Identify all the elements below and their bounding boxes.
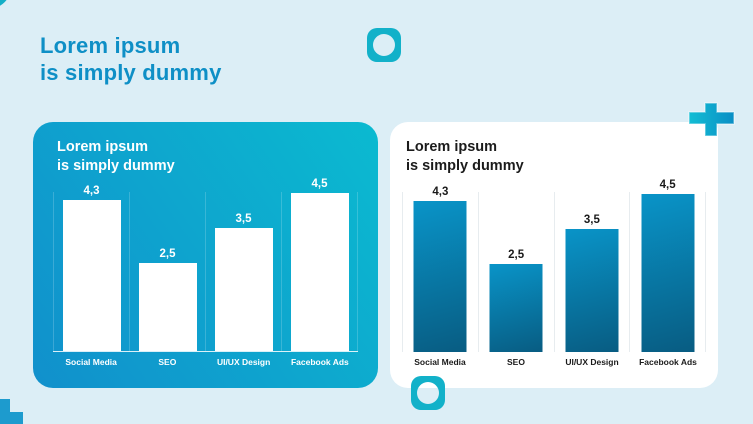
chart-title: Lorem ipsum is simply dummy	[406, 139, 524, 175]
bar	[62, 200, 121, 351]
chart-cell: 2,5	[477, 192, 554, 352]
category-label: UI/UX Design	[565, 357, 619, 367]
bar	[641, 194, 695, 352]
category-label: Facebook Ads	[290, 357, 349, 367]
plus-icon	[0, 399, 23, 424]
bar-value-label: 2,5	[508, 249, 525, 261]
category-label: SEO	[158, 357, 177, 367]
category-label: UI/UX Design	[216, 357, 271, 367]
chart-card-white: Lorem ipsum is simply dummy 4,3 2,5 3,5 4,5…	[390, 122, 718, 388]
bar-value-label: 4,3	[83, 185, 100, 197]
bar	[138, 263, 197, 351]
plot-area: 4,3 2,5 3,5 4,5	[402, 179, 706, 352]
bar	[489, 264, 543, 352]
bar-value-label: 2,5	[159, 248, 176, 260]
bar-value-label: 3,5	[583, 214, 600, 226]
category-label: Social Media	[414, 357, 466, 367]
chart-card-teal: Lorem ipsum is simply dummy 4,3 2,5 3,5 4,5…	[33, 122, 378, 388]
bar-value-label: 4,5	[659, 179, 676, 191]
page-title: Lorem ipsum is simply dummy	[40, 33, 222, 85]
plot-area: 4,3 2,5 3,5 4,5	[53, 178, 358, 352]
bar-chart: 4,3 2,5 3,5 4,5 Social Media SEO UI/UX Design…	[53, 178, 358, 367]
category-axis: Social Media SEO UI/UX Design Facebook Ads	[402, 357, 706, 367]
rounded-square-ring-icon	[367, 28, 401, 62]
bar-value-label: 4,3	[432, 186, 449, 198]
plus-icon	[688, 102, 735, 137]
chart-cell: 4,3	[53, 185, 129, 351]
chart-cell: 4,3	[402, 186, 478, 352]
chart-cell: 2,5	[129, 192, 205, 351]
chart-cell: 4,5	[629, 179, 706, 352]
category-label: Facebook Ads	[639, 357, 697, 367]
bar	[290, 193, 349, 351]
rounded-square-ring-icon	[411, 376, 445, 410]
chart-cell: 3,5	[553, 192, 630, 352]
category-axis: Social Media SEO UI/UX Design Facebook Ads	[53, 357, 358, 367]
bar	[214, 228, 273, 351]
corner-ring-icon	[0, 0, 10, 8]
category-label: SEO	[507, 357, 525, 367]
chart-title: Lorem ipsum is simply dummy	[57, 139, 175, 175]
bar-value-label: 4,5	[311, 178, 328, 190]
category-label: Social Media	[65, 357, 117, 367]
bar-chart: 4,3 2,5 3,5 4,5 Social Media SEO UI/UX Design…	[402, 179, 706, 367]
bar	[413, 201, 467, 352]
bar	[565, 229, 619, 352]
chart-cell: 4,5	[281, 178, 358, 351]
bar-value-label: 3,5	[235, 213, 252, 225]
chart-cell: 3,5	[205, 192, 281, 351]
